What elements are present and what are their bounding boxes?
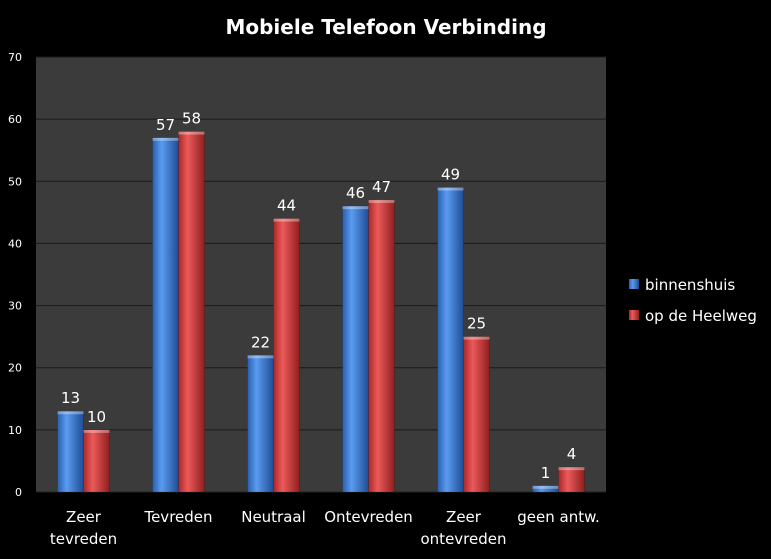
bar-highlight [437, 187, 464, 191]
data-label: 13 [61, 389, 80, 407]
y-tick-label: 10 [8, 424, 22, 437]
bar-highlight [152, 137, 179, 141]
y-tick-label: 20 [8, 362, 22, 375]
legend-swatch-op-de-heelweg [629, 310, 639, 320]
x-category-label: Ontevreden [324, 508, 413, 526]
bar-op-de-heelweg [558, 466, 585, 493]
bar-highlight [57, 411, 84, 415]
plot-area [36, 57, 606, 492]
bar-binnenshuis [57, 410, 84, 493]
x-axis-labels: Zeer tevreden Tevreden Neutraal Ontevreden Ze… [50, 508, 600, 548]
bar-op-de-heelweg [178, 131, 205, 493]
data-label: 4 [567, 445, 577, 463]
x-category-label: Neutraal [241, 508, 306, 526]
y-tick-label: 70 [8, 51, 22, 64]
legend-swatch-binnenshuis [629, 279, 639, 289]
bar-highlight [342, 206, 369, 210]
data-label: 58 [182, 110, 201, 128]
data-label: 46 [346, 184, 365, 202]
bar-highlight [178, 131, 205, 135]
bar-highlight [532, 485, 559, 489]
chart-title: Mobiele Telefoon Verbinding [225, 15, 546, 39]
legend-label-op-de-heelweg: op de Heelweg [645, 307, 757, 325]
bar-binnenshuis [342, 205, 369, 493]
x-category-label: Zeer [446, 508, 482, 526]
bar-highlight [83, 429, 110, 433]
y-tick-label: 30 [8, 300, 22, 313]
data-label: 49 [441, 166, 460, 184]
x-category-label: tevreden [50, 530, 117, 548]
data-label: 22 [251, 333, 270, 351]
data-label: 1 [541, 464, 551, 482]
bar-op-de-heelweg [83, 429, 110, 493]
x-category-label: Zeer [66, 508, 102, 526]
data-labels: 13 10 57 58 22 44 46 47 49 25 14 [61, 110, 576, 482]
legend-label-binnenshuis: binnenshuis [645, 276, 735, 294]
data-label: 10 [87, 408, 106, 426]
data-label: 25 [467, 315, 486, 333]
data-label: 47 [372, 178, 391, 196]
data-label: 57 [156, 116, 175, 134]
y-tick-label: 40 [8, 237, 22, 250]
x-category-label: Tevreden [143, 508, 212, 526]
bar-highlight [558, 467, 585, 471]
bar-highlight [247, 355, 274, 359]
y-tick-label: 60 [8, 113, 22, 126]
bar-highlight [273, 218, 300, 222]
y-tick-label: 50 [8, 175, 22, 188]
bar-binnenshuis [437, 187, 464, 493]
bar-op-de-heelweg [368, 199, 395, 493]
bars [57, 131, 585, 493]
bar-binnenshuis [152, 137, 179, 493]
x-category-label: ontevreden [421, 530, 507, 548]
bar-highlight [463, 336, 490, 340]
legend: binnenshuis op de Heelweg [629, 276, 757, 325]
grid-lines [36, 56, 606, 493]
y-axis-ticks: 0 10 20 30 40 50 60 70 [8, 51, 22, 499]
x-category-label: geen antw. [517, 508, 600, 526]
bar-op-de-heelweg [273, 218, 300, 493]
bar-op-de-heelweg [463, 336, 490, 493]
data-label: 44 [277, 197, 296, 215]
bar-highlight [368, 199, 395, 203]
bar-binnenshuis [247, 355, 274, 493]
y-tick-label: 0 [15, 486, 22, 499]
